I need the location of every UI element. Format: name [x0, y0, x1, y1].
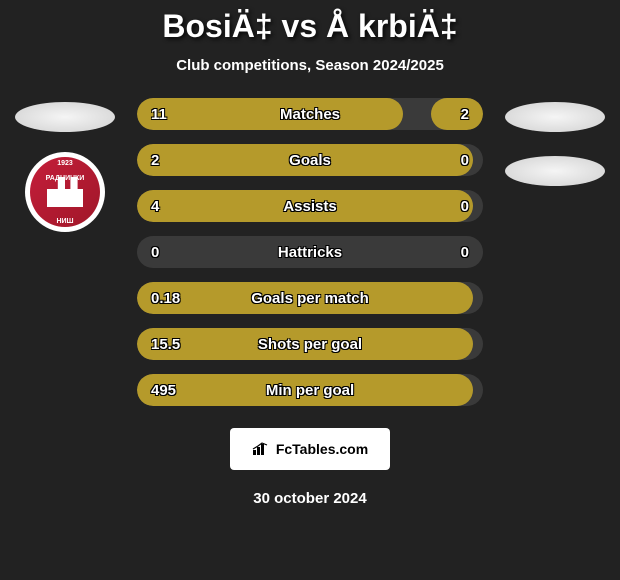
- comparison-card: BosiÄ‡ vs Å krbiÄ‡ Club competitions, Se…: [0, 0, 620, 580]
- stat-row: 4 Assists 0: [137, 190, 483, 222]
- stat-value-left: 0.18: [151, 290, 180, 307]
- right-column: [505, 98, 605, 186]
- stat-value-left: 0: [151, 244, 159, 261]
- stat-label: Goals per match: [251, 290, 369, 307]
- main-area: 1923 РАДНИЧКИ НИШ 11 Matches 2 2 Goals 0 4 Assi…: [0, 98, 620, 406]
- player-placeholder-ellipse: [15, 102, 115, 132]
- stat-label: Hattricks: [278, 244, 342, 261]
- stat-value-left: 2: [151, 152, 159, 169]
- stat-value-left: 4: [151, 198, 159, 215]
- stat-label: Matches: [280, 106, 340, 123]
- chart-icon: [252, 442, 270, 456]
- stat-label: Goals: [289, 152, 331, 169]
- watermark-text: FcTables.com: [276, 441, 368, 457]
- stat-label: Assists: [283, 198, 336, 215]
- stat-value-left: 495: [151, 382, 176, 399]
- stat-value-right: 0: [461, 152, 469, 169]
- player-placeholder-ellipse: [505, 156, 605, 186]
- watermark-badge[interactable]: FcTables.com: [230, 428, 390, 470]
- stat-value-left: 11: [151, 106, 167, 123]
- stat-row: 0 Hattricks 0: [137, 236, 483, 268]
- stat-label: Shots per goal: [258, 336, 362, 353]
- stat-bar-right: [431, 98, 483, 130]
- page-title: BosiÄ‡ vs Å krbiÄ‡: [162, 8, 457, 45]
- stat-bar-left: [137, 98, 403, 130]
- logo-year: 1923: [57, 160, 73, 167]
- logo-city: НИШ: [56, 218, 73, 225]
- stat-value-left: 15.5: [151, 336, 180, 353]
- stat-row: 15.5 Shots per goal: [137, 328, 483, 360]
- date-label: 30 october 2024: [253, 490, 366, 507]
- stat-row: 2 Goals 0: [137, 144, 483, 176]
- stat-row: 495 Min per goal: [137, 374, 483, 406]
- stat-value-right: 0: [461, 244, 469, 261]
- left-column: 1923 РАДНИЧКИ НИШ: [15, 98, 115, 232]
- subtitle: Club competitions, Season 2024/2025: [176, 57, 444, 74]
- stat-row: 0.18 Goals per match: [137, 282, 483, 314]
- stat-row: 11 Matches 2: [137, 98, 483, 130]
- club-logo: 1923 РАДНИЧКИ НИШ: [25, 152, 105, 232]
- player-placeholder-ellipse: [505, 102, 605, 132]
- stat-label: Min per goal: [266, 382, 354, 399]
- stat-value-right: 2: [461, 106, 469, 123]
- stat-value-right: 0: [461, 198, 469, 215]
- stats-column: 11 Matches 2 2 Goals 0 4 Assists 0 0 Hattricks 0 0.1…: [137, 98, 483, 406]
